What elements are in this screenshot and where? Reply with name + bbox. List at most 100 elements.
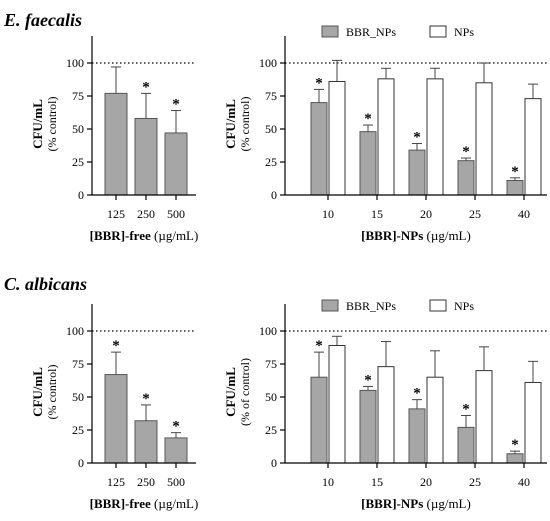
y-tick-label: 25 <box>265 155 277 169</box>
significance-marker: * <box>172 97 180 113</box>
bar <box>506 179 524 196</box>
chart-panel-2: * * * * * 0 25 50 75 100 10 15 20 25 40 CFU/mL (% contro… <box>223 25 547 243</box>
legend-swatch <box>321 25 339 38</box>
bar <box>524 98 542 196</box>
y-tick-label: 50 <box>265 122 277 136</box>
y-tick-label: 50 <box>265 390 277 404</box>
y-tick-label: 75 <box>265 89 277 103</box>
legend-swatch <box>429 299 447 312</box>
y-tick-label: 50 <box>72 390 84 404</box>
legend-label: BBR_NPs <box>346 25 396 39</box>
bar <box>377 366 395 464</box>
y-axis-subtitle: (% control) <box>238 97 252 152</box>
bar <box>134 117 158 196</box>
y-axis-title: CFU/mL <box>223 367 238 417</box>
y-tick-label: 25 <box>265 423 277 437</box>
x-axis-title: [BBR]-NPs (µg/mL) <box>361 228 471 243</box>
x-tick-label: 250 <box>137 207 155 221</box>
y-tick-label: 0 <box>271 188 277 202</box>
x-tick-label: 20 <box>420 475 432 489</box>
significance-marker: * <box>462 144 470 160</box>
significance-marker: * <box>511 164 519 180</box>
legend-swatch <box>429 25 447 38</box>
bar <box>164 437 188 464</box>
x-tick-label: 500 <box>167 475 185 489</box>
significance-marker: * <box>112 338 120 354</box>
bar <box>377 78 395 196</box>
x-tick-label: 25 <box>469 475 481 489</box>
x-tick-label: 125 <box>107 207 125 221</box>
y-tick-label: 100 <box>66 56 84 70</box>
chart-panel-3: * * * 0 25 50 75 100 125 250 500 CFU/mL (% control) [… <box>30 304 198 511</box>
chart-panel-4: * * * * * 0 25 50 75 100 10 15 20 25 40 CFU/mL (% of con… <box>223 299 547 511</box>
y-tick-label: 50 <box>72 122 84 136</box>
bar <box>359 131 377 196</box>
y-tick-label: 0 <box>78 456 84 470</box>
bar <box>104 374 128 464</box>
y-tick-label: 100 <box>259 324 277 338</box>
y-tick-label: 0 <box>78 188 84 202</box>
bar <box>328 345 346 464</box>
bar <box>359 389 377 464</box>
significance-marker: * <box>364 372 372 388</box>
y-tick-label: 75 <box>72 357 84 371</box>
bar <box>310 376 328 464</box>
x-tick-label: 15 <box>371 475 383 489</box>
bar <box>457 426 475 464</box>
y-axis-title: CFU/mL <box>30 367 45 417</box>
chart-panel-1: * * 0 25 50 75 100 125 250 500 CFU/mL (% control) [B… <box>30 36 198 243</box>
significance-marker: * <box>142 79 150 95</box>
x-tick-label: 20 <box>420 207 432 221</box>
bar <box>134 420 158 464</box>
bar <box>475 370 493 464</box>
y-axis-subtitle: (% of control) <box>238 358 252 426</box>
significance-marker: * <box>315 338 323 354</box>
x-tick-label: 250 <box>137 475 155 489</box>
x-axis-title: [BBR]-free (µg/mL) <box>90 228 199 243</box>
y-tick-label: 100 <box>259 56 277 70</box>
bar <box>310 102 328 196</box>
x-axis-title: [BBR]-free (µg/mL) <box>90 496 199 511</box>
y-tick-label: 100 <box>66 324 84 338</box>
bar <box>164 132 188 196</box>
y-axis-title: CFU/mL <box>30 99 45 149</box>
x-axis-title: [BBR]-NPs (µg/mL) <box>361 496 471 511</box>
significance-marker: * <box>511 437 519 453</box>
significance-marker: * <box>364 111 372 127</box>
y-axis-subtitle: (% control) <box>45 365 59 420</box>
bar <box>328 80 346 196</box>
x-tick-label: 10 <box>322 207 334 221</box>
bar <box>426 376 444 464</box>
y-axis-subtitle: (% control) <box>45 97 59 152</box>
bar <box>426 78 444 196</box>
x-tick-label: 500 <box>167 207 185 221</box>
y-tick-label: 25 <box>72 155 84 169</box>
y-axis-title: CFU/mL <box>223 99 238 149</box>
significance-marker: * <box>142 391 150 407</box>
y-tick-label: 75 <box>72 89 84 103</box>
legend-label: NPs <box>454 25 474 39</box>
bar <box>408 149 426 196</box>
bar <box>524 381 542 464</box>
x-tick-label: 40 <box>518 475 530 489</box>
y-tick-label: 25 <box>72 423 84 437</box>
y-tick-label: 75 <box>265 357 277 371</box>
section-title-c-albicans: C. albicans <box>4 274 88 294</box>
bar <box>506 453 524 464</box>
significance-marker: * <box>462 401 470 417</box>
legend-label: NPs <box>454 299 474 313</box>
y-tick-label: 0 <box>271 456 277 470</box>
significance-marker: * <box>413 386 421 402</box>
bar <box>408 408 426 464</box>
legend-swatch <box>321 299 339 312</box>
significance-marker: * <box>315 75 323 91</box>
significance-marker: * <box>172 419 180 435</box>
x-tick-label: 40 <box>518 207 530 221</box>
bar <box>475 82 493 196</box>
x-tick-label: 125 <box>107 475 125 489</box>
section-title-e-faecalis: E. faecalis <box>4 10 82 30</box>
significance-marker: * <box>413 130 421 146</box>
bar <box>104 92 128 196</box>
x-tick-label: 25 <box>469 207 481 221</box>
